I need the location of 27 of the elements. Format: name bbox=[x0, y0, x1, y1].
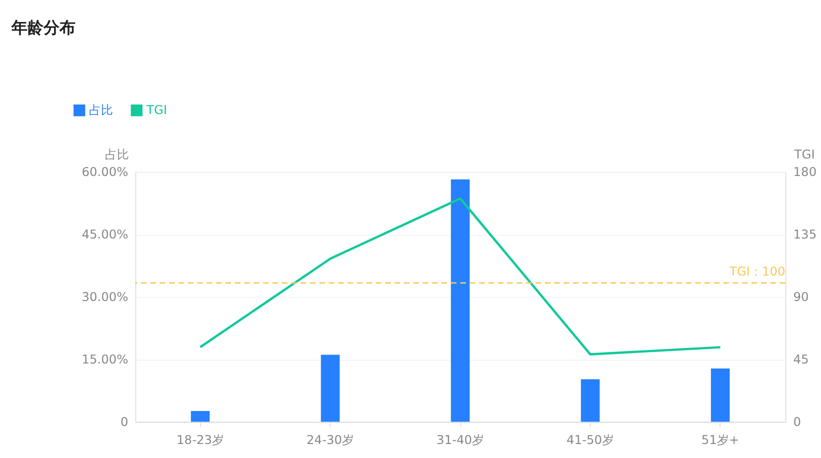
y-tick-label: 45.00% bbox=[82, 228, 128, 242]
y2-axis-title: TGI bbox=[793, 147, 815, 162]
y-tick-label: 60.00% bbox=[82, 165, 128, 180]
x-tick-label: 31-40岁 bbox=[436, 432, 484, 447]
y2-tick-label: 90 bbox=[793, 290, 809, 304]
bar bbox=[710, 368, 730, 422]
bar bbox=[320, 354, 340, 422]
line-series bbox=[199, 197, 722, 356]
legend-label: 占比 bbox=[89, 103, 114, 118]
x-tick-label: 51岁+ bbox=[701, 432, 740, 447]
x-tick-label: 41-50岁 bbox=[566, 432, 614, 447]
chart-title: 年龄分布 bbox=[10, 18, 76, 37]
x-tick-label: 18-23岁 bbox=[176, 432, 224, 447]
y-tick-label: 0 bbox=[120, 415, 128, 430]
y-axis-title: 占比 bbox=[104, 147, 129, 162]
y-tick-label: 15.00% bbox=[82, 352, 128, 367]
y2-tick-label: 0 bbox=[793, 415, 802, 430]
legend-label: TGI bbox=[146, 103, 168, 118]
y2-tick-label: 45 bbox=[793, 352, 809, 367]
bar bbox=[580, 379, 600, 422]
y2-tick-label: 180 bbox=[793, 165, 817, 180]
ref-line-label: TGI：100 bbox=[728, 264, 786, 278]
y-tick-label: 30.00% bbox=[82, 290, 128, 304]
x-tick-label: 24-30岁 bbox=[306, 432, 354, 447]
bar bbox=[450, 179, 470, 422]
bar bbox=[190, 410, 210, 422]
y2-tick-label: 135 bbox=[793, 228, 817, 242]
